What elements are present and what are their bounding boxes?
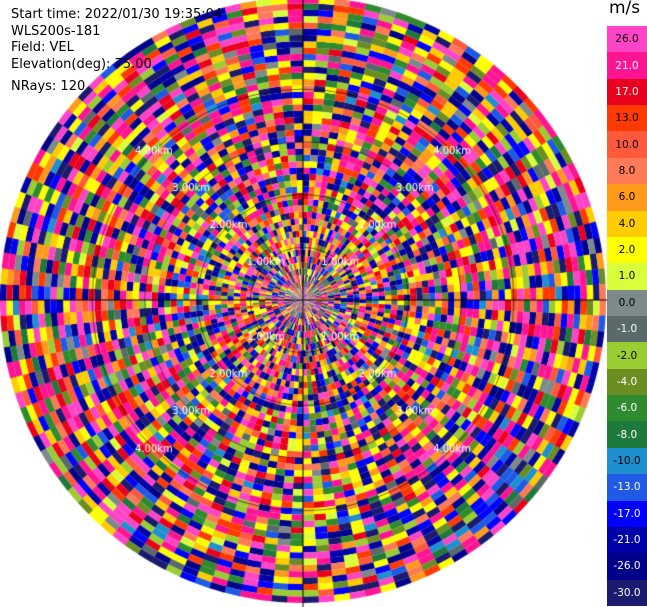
colorbar-tick-label: -2.0	[616, 349, 638, 362]
colorbar-tick-label: 21.0	[615, 59, 639, 72]
colorbar-tick-label: -10.0	[613, 455, 641, 467]
colorbar-tick-label: 26.0	[615, 33, 639, 46]
colorbar-segment	[607, 105, 647, 132]
colorbar-segment	[607, 421, 647, 449]
colorbar-segment	[607, 526, 647, 554]
colorbar-segment	[607, 289, 647, 317]
colorbar-unit: m/s	[609, 0, 641, 18]
colorbar-tick-label: -17.0	[613, 507, 641, 520]
colorbar-tick-label: 10.0	[615, 138, 639, 151]
colorbar-segment	[607, 52, 647, 80]
colorbar-segment	[607, 474, 647, 502]
colorbar-tick-label: 17.0	[615, 85, 639, 98]
colorbar-segment	[607, 263, 647, 291]
elevation: Elevation(deg): 75.00	[11, 56, 152, 72]
colorbar-tick-label: 6.0	[618, 191, 636, 204]
ray-count: NRays: 120	[11, 79, 86, 94]
colorbar: 26.0 21.0 17.0 13.0 10.0 8.0 6.0 4.0 2.0 1.0 0.0 -1…	[607, 26, 647, 607]
colorbar-tick-label: -4.0	[616, 375, 638, 388]
colorbar-segment	[607, 157, 647, 185]
colorbar-segment	[607, 78, 647, 106]
colorbar-tick-label: -13.0	[613, 481, 641, 494]
field-name: Field: VEL	[11, 40, 74, 55]
colorbar-segment	[607, 553, 647, 581]
start-time: Start time: 2022/01/30 19:35:04	[11, 7, 223, 22]
colorbar-segment	[607, 579, 647, 607]
colorbar-tick-label: 8.0	[618, 165, 636, 177]
colorbar-tick-label: -1.0	[616, 323, 638, 336]
colorbar-segment	[607, 236, 647, 264]
ppi-radar-plot	[0, 0, 607, 607]
colorbar-segment	[607, 395, 647, 422]
colorbar-tick-label: 0.0	[618, 296, 636, 309]
colorbar-segment	[607, 500, 647, 528]
colorbar-segment	[607, 447, 647, 475]
colorbar-segment	[607, 210, 647, 238]
colorbar-segment	[607, 184, 647, 212]
colorbar-tick-label: 13.0	[615, 112, 639, 125]
instrument-name: WLS200s-181	[11, 23, 101, 39]
scan-info: Start time: 2022/01/30 19:35:04 WLS200s-…	[11, 7, 222, 96]
colorbar-segment	[607, 26, 647, 53]
colorbar-tick-label: 1.0	[618, 270, 636, 283]
colorbar-tick-label: -26.0	[613, 560, 641, 573]
colorbar-tick-label: -6.0	[616, 402, 638, 415]
colorbar-segment	[607, 316, 647, 343]
colorbar-tick-label: -21.0	[613, 534, 641, 547]
colorbar-tick-label: 4.0	[618, 217, 636, 230]
colorbar-segment	[607, 131, 647, 159]
colorbar-tick-label: 2.0	[618, 244, 636, 257]
colorbar-tick-label: -8.0	[616, 428, 638, 441]
colorbar-segment	[607, 342, 647, 370]
colorbar-segment	[607, 368, 647, 396]
colorbar-tick-label: -30.0	[613, 586, 641, 599]
